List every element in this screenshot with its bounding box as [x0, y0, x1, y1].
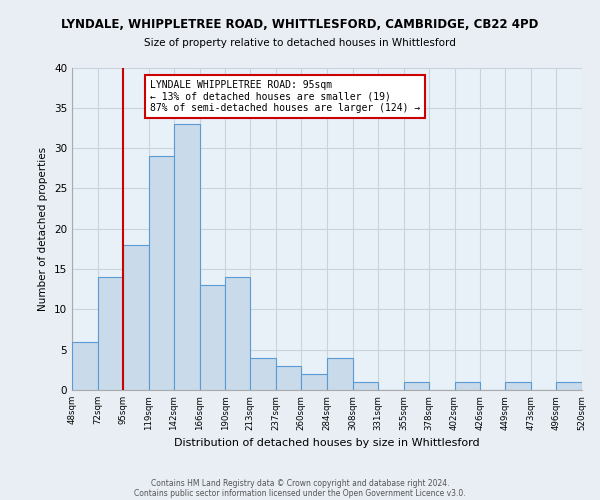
Bar — [98, 277, 123, 390]
Text: LYNDALE WHIPPLETREE ROAD: 95sqm
← 13% of detached houses are smaller (19)
87% of: LYNDALE WHIPPLETREE ROAD: 95sqm ← 13% of… — [150, 80, 420, 113]
Text: Contains HM Land Registry data © Crown copyright and database right 2024.: Contains HM Land Registry data © Crown c… — [151, 478, 449, 488]
Bar — [327, 358, 353, 390]
Bar — [72, 342, 98, 390]
Y-axis label: Number of detached properties: Number of detached properties — [38, 146, 49, 311]
Bar — [149, 156, 173, 390]
Bar — [404, 382, 428, 390]
Bar — [276, 366, 301, 390]
Bar — [353, 382, 378, 390]
Text: LYNDALE, WHIPPLETREE ROAD, WHITTLESFORD, CAMBRIDGE, CB22 4PD: LYNDALE, WHIPPLETREE ROAD, WHITTLESFORD,… — [61, 18, 539, 30]
Bar — [173, 124, 199, 390]
Bar — [123, 245, 149, 390]
Bar — [556, 382, 582, 390]
Bar — [226, 277, 250, 390]
Bar — [199, 285, 226, 390]
Text: Size of property relative to detached houses in Whittlesford: Size of property relative to detached ho… — [144, 38, 456, 48]
X-axis label: Distribution of detached houses by size in Whittlesford: Distribution of detached houses by size … — [174, 438, 480, 448]
Bar — [250, 358, 276, 390]
Text: Contains public sector information licensed under the Open Government Licence v3: Contains public sector information licen… — [134, 488, 466, 498]
Bar — [301, 374, 327, 390]
Bar — [505, 382, 531, 390]
Bar — [455, 382, 481, 390]
